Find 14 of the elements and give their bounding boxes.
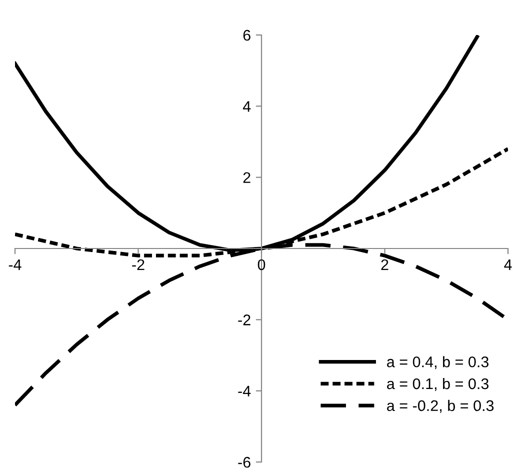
y-tick-label: 4 — [242, 101, 251, 112]
x-tick-label: -4 — [8, 259, 22, 270]
x-tick-label: 4 — [504, 259, 512, 270]
legend-label: a = 0.1, b = 0.3 — [387, 378, 488, 391]
x-tick-label: -2 — [132, 259, 144, 270]
x-tick-label: 2 — [381, 259, 388, 270]
y-tick-label: 6 — [243, 30, 250, 41]
legend-label: a = -0.2, b = 0.3 — [387, 400, 494, 413]
x-tick-label: 0 — [258, 259, 266, 270]
y-tick-label: -6 — [238, 456, 250, 468]
y-tick-label: -4 — [238, 386, 251, 396]
legend-label: a = 0.4, b = 0.3 — [387, 356, 488, 370]
y-tick-label: 2 — [243, 172, 250, 183]
y-tick-label: -2 — [238, 314, 250, 326]
